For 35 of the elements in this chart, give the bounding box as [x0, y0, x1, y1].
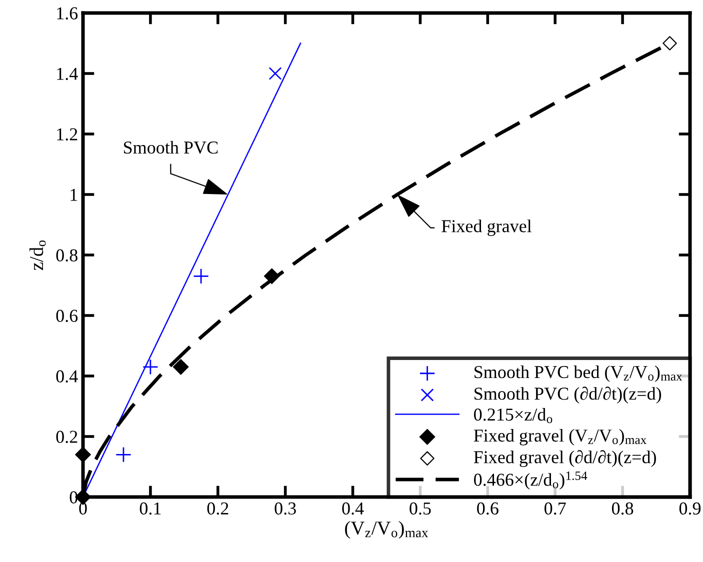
legend-label: Smooth PVC bed (V$_{z}$/V$_{o}$)$_{max}$	[474, 365, 682, 382]
x-tick-label: 0.4	[342, 502, 364, 515]
x-tick-label: 0.1	[140, 502, 161, 515]
x-axis-title: (V$_{z}$/V$_{o}$)$_{max}$	[345, 521, 428, 539]
point	[75, 446, 91, 463]
point	[172, 358, 189, 375]
point	[142, 358, 158, 375]
y-axis-title: z/d$_{o}$	[29, 240, 46, 270]
x-tick-label: 0.2	[207, 502, 228, 515]
legend-label: 0.466×(z/d$_{o}$)$^{1.54}$	[474, 472, 588, 490]
legend-label: Fixed gravel (∂d/∂t)(z=d)	[474, 450, 656, 468]
legend-label: Fixed gravel (V$_{z}$/V$_{o}$)$_{max}$	[474, 428, 647, 446]
y-tick-label: 0.8	[56, 249, 78, 262]
y-tick-label: 0.2	[56, 430, 78, 444]
y-tick-label: 0.4	[56, 370, 78, 383]
x-tick-label: 0.9	[679, 502, 701, 515]
y-tick-label: 1.2	[57, 128, 78, 141]
y-tick-label: 0.6	[56, 310, 78, 322]
x-tick-label: 0.5	[410, 502, 431, 515]
point	[115, 446, 132, 463]
x-tick-label: 0.8	[612, 502, 634, 515]
annotation: Fixed gravel	[442, 220, 532, 236]
legend-label: Smooth PVC (∂d/∂t)(z=d)	[474, 386, 662, 404]
y-tick-label: 1.6	[57, 7, 78, 20]
point	[268, 66, 282, 80]
point	[662, 36, 677, 50]
y-tick-label: 1.4	[57, 68, 78, 80]
point	[264, 268, 280, 284]
x-tick-label: 0.7	[544, 502, 566, 515]
y-tick-label: 1	[70, 188, 78, 201]
x-tick-label: 0.3	[274, 502, 296, 515]
point	[193, 268, 210, 284]
legend-label: 0.215×z/d$_{o}$	[474, 408, 552, 424]
x-tick-label: 0.6	[477, 502, 498, 515]
annotation: Smooth PVC	[124, 140, 218, 154]
